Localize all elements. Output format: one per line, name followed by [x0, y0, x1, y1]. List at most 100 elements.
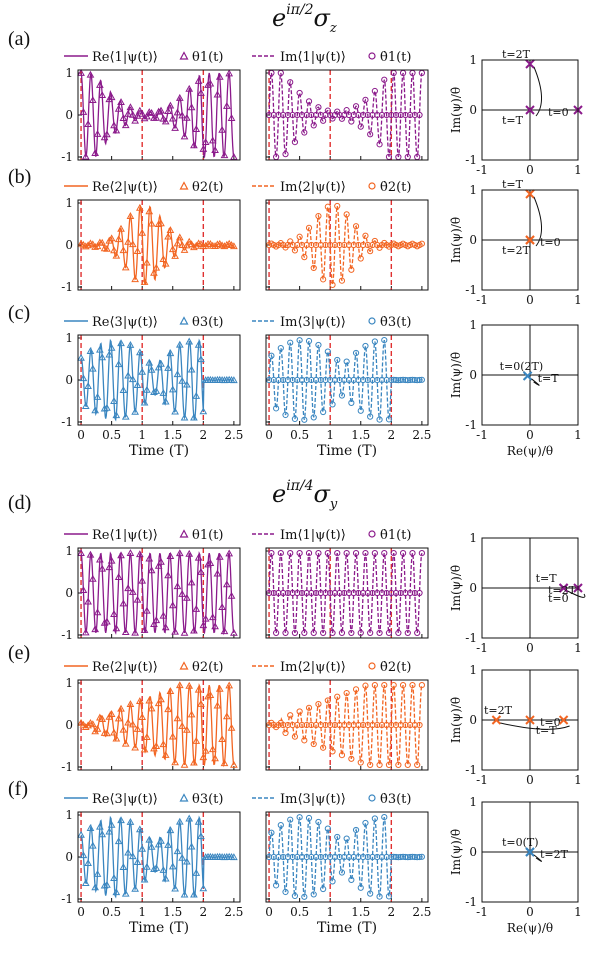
theta-dot-marker [287, 550, 294, 557]
theta-marker [105, 350, 114, 358]
theta-marker [147, 108, 156, 116]
theta-marker [91, 149, 100, 156]
theta-marker [154, 107, 163, 115]
theta-marker [140, 745, 149, 753]
theta-marker [152, 113, 161, 121]
theta-marker [194, 76, 203, 84]
legend-label: Im⟨2|ψ(t)⟩ [280, 180, 346, 195]
theta-marker [222, 101, 231, 109]
theta-dot-marker [367, 761, 374, 769]
theta-dot-marker [352, 103, 360, 110]
theta-dot-marker [305, 98, 313, 105]
phase-x-tick-label: 1 [574, 641, 582, 655]
theta-marker [166, 552, 175, 559]
theta-marker [187, 103, 196, 111]
theta-marker [143, 862, 151, 870]
theta-marker [157, 106, 165, 114]
phase-arrow [567, 590, 586, 598]
theta-marker [117, 339, 125, 347]
theta-dot-marker [282, 151, 289, 158]
phase-y-tick-label: 1 [469, 318, 477, 332]
phase-frame [481, 801, 579, 903]
phase-x-tick-label: 1 [574, 428, 582, 442]
theta-marker [225, 681, 234, 689]
theta-dot-marker [343, 835, 350, 842]
theta-dot-marker [282, 888, 289, 896]
legend-label: θ3(t) [192, 792, 223, 807]
phase-frame [481, 669, 579, 771]
legend-marker [179, 661, 189, 670]
theta-marker [98, 353, 107, 361]
legend-marker [368, 662, 376, 670]
theta-dot-marker [268, 829, 275, 836]
theta-dot-marker [348, 118, 355, 125]
phase-frame [481, 189, 579, 291]
legend-label: Im⟨3|ψ(t)⟩ [280, 315, 346, 330]
phase-x-tick-label: 0 [526, 163, 534, 177]
theta-dot-marker [338, 392, 346, 399]
x-tick-label: 2.5 [224, 428, 243, 442]
phase-x-axis-label: Re(ψ)/θ [507, 921, 553, 935]
theta-marker [183, 380, 191, 388]
theta-marker [119, 725, 128, 733]
panel-label-c: (c) [8, 302, 31, 324]
theta-dot-marker [296, 550, 303, 557]
theta-marker [178, 853, 187, 861]
theta-dot-marker [338, 869, 346, 876]
theta-dot-marker [301, 254, 308, 261]
theta-marker [147, 704, 156, 712]
theta-marker [159, 611, 168, 619]
theta-dot-marker [320, 276, 327, 283]
theta-marker [215, 72, 224, 80]
theta-marker [88, 96, 97, 104]
x-tick-label: 0 [77, 428, 85, 442]
theta-marker [88, 841, 97, 849]
legend-marker [179, 529, 189, 538]
phase-point-marker [525, 235, 535, 245]
theta-dot-marker [367, 629, 374, 637]
theta-marker [175, 233, 184, 241]
theta-marker [159, 740, 168, 748]
phase-plot-0: -1 1 0 0 1 -1 Im(ψ)/θ̇ t=2T t=0 t=T [449, 48, 583, 177]
x-tick-label: 1.5 [351, 905, 370, 919]
theta-marker [192, 736, 201, 744]
theta-marker [183, 593, 191, 601]
theta-dot-marker [376, 629, 383, 637]
theta-marker [178, 589, 187, 597]
theta-dot-marker [301, 629, 308, 637]
phase-plot-3: -1 1 0 0 1 -1 Im(ψ)/θ̇ t=Tt=2Tt=0 [449, 531, 586, 655]
theta-dot-marker [282, 729, 289, 737]
phase-x-tick-label: 0 [526, 905, 534, 919]
plot-frame [77, 679, 241, 771]
phase-point-label: t=2T [540, 848, 569, 861]
legend-marker [179, 316, 189, 325]
theta-marker [199, 407, 208, 415]
im-timeseries-2: 0 0.5 1 1.5 2 2.5 Time (T) Im⟨3|ψ(t)⟩ θ̇3(t) [252, 315, 431, 459]
phase-frame [481, 324, 579, 426]
y-tick-label: 0 [65, 238, 73, 252]
phase-arrow [533, 196, 542, 247]
theta-dot-marker [315, 701, 322, 708]
theta-marker [93, 129, 102, 137]
theta-dot-marker [296, 708, 303, 715]
title-subscript: z [329, 21, 337, 36]
theta-dot-marker [282, 629, 289, 637]
theta-marker [105, 827, 114, 835]
theta-marker [100, 618, 109, 626]
theta-marker [157, 557, 165, 565]
phase-arrow [500, 722, 570, 730]
theta-marker [145, 835, 154, 843]
theta-marker [147, 842, 156, 850]
title-base: e [272, 4, 287, 32]
theta-marker [133, 595, 142, 603]
theta-marker [187, 578, 196, 586]
theta-dot-marker [395, 761, 402, 769]
theta-marker [166, 687, 175, 695]
title-sigma-z: eiπ/2σz [272, 2, 337, 36]
theta-dot-marker [357, 255, 364, 262]
x-tick-label: 1 [326, 428, 334, 442]
phase-point-label: t=0 [540, 716, 561, 729]
theta-dot-marker [381, 682, 388, 689]
theta-marker [178, 721, 187, 729]
theta-dot-marker [320, 408, 327, 416]
